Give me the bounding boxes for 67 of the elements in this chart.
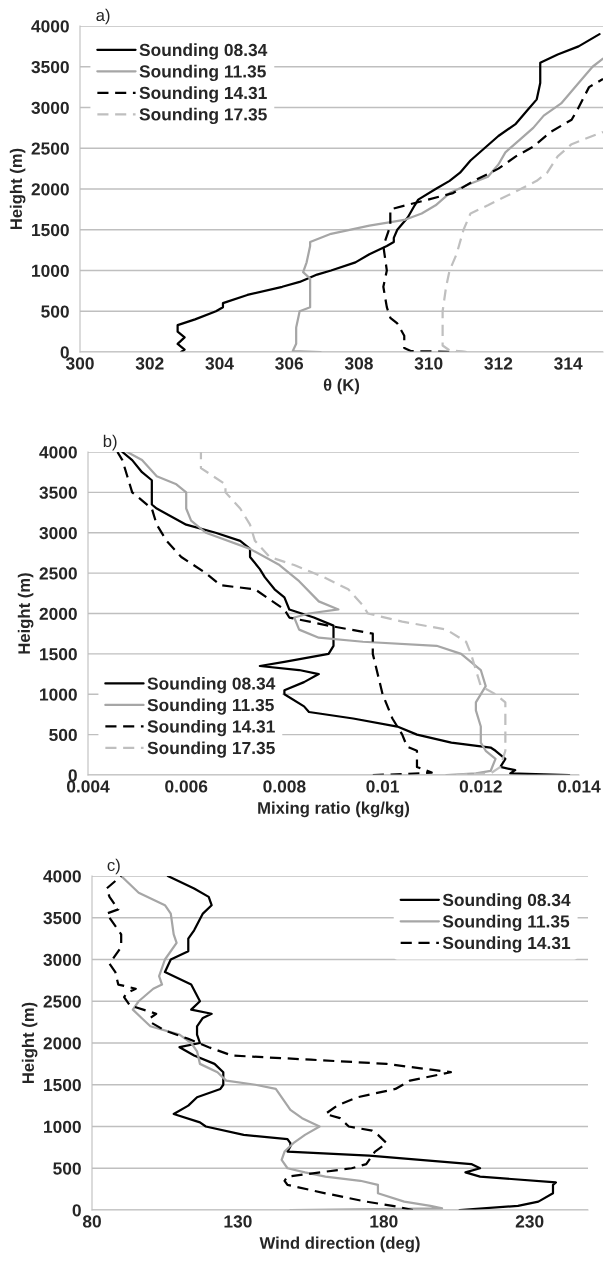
legend-label: Sounding 14.31 xyxy=(139,86,267,103)
y-tick-label: 1000 xyxy=(44,1120,81,1133)
legend-label: Sounding 17.35 xyxy=(139,107,267,125)
x-tick-label: 0.004 xyxy=(66,780,110,793)
y-tick-label: 2000 xyxy=(31,183,69,196)
x-tick-label: 80 xyxy=(82,1215,101,1228)
x-tick-label: 180 xyxy=(370,1215,398,1228)
x-tick-label: 308 xyxy=(344,357,373,370)
line-series xyxy=(291,57,603,352)
y-tick-label: 4000 xyxy=(43,870,81,883)
y-tick-label: 2000 xyxy=(43,1037,81,1050)
x-tick-label: 304 xyxy=(205,357,234,370)
legend-label: Sounding 11.35 xyxy=(442,914,570,932)
y-tick-label: 4000 xyxy=(39,446,77,459)
y-tick-label: 0 xyxy=(60,346,69,359)
x-tick-label: 312 xyxy=(484,357,513,370)
text: c) xyxy=(107,858,120,875)
y-axis-title: Height (m) xyxy=(9,148,26,230)
legend-label: Sounding 14.31 xyxy=(147,719,275,737)
x-tick-label: 0.012 xyxy=(459,780,502,793)
x-tick-label: 0.014 xyxy=(557,780,601,793)
y-tick-label: 3500 xyxy=(39,486,77,499)
y-tick-label: 3500 xyxy=(31,60,69,74)
y-tick-label: 2500 xyxy=(31,142,69,155)
legend-label: Sounding 08.34 xyxy=(147,676,276,694)
y-tick-label: 3000 xyxy=(31,101,69,114)
y-tick-label: 500 xyxy=(49,728,77,742)
y-tick-label: 500 xyxy=(53,1162,81,1175)
y-tick-label: 1000 xyxy=(32,264,69,277)
y-tick-label: 3000 xyxy=(43,953,81,966)
legend-label: Sounding 08.34 xyxy=(139,43,268,60)
x-tick-label: 300 xyxy=(65,357,94,370)
y-tick-label: 0 xyxy=(68,769,77,782)
legend-label: Sounding 17.35 xyxy=(147,741,275,758)
y-tick-label: 1500 xyxy=(32,223,69,237)
x-tick-label: 314 xyxy=(554,357,583,370)
x-tick-label: 0.006 xyxy=(165,780,208,793)
y-tick-label: 2500 xyxy=(39,567,77,580)
y-tick-label: 1500 xyxy=(40,648,77,661)
y-tick-label: 2500 xyxy=(43,995,81,1008)
x-tick-label: 0.008 xyxy=(263,780,306,793)
line-series xyxy=(126,452,497,775)
y-tick-label: 0 xyxy=(72,1204,81,1217)
x-axis-title: Wind direction (deg) xyxy=(259,1236,420,1253)
y-tick-label: 4000 xyxy=(31,20,69,33)
legend-label: Sounding 11.35 xyxy=(139,64,266,82)
y-tick-label: 500 xyxy=(41,305,69,318)
x-tick-label: 0.01 xyxy=(366,780,400,793)
x-axis-title: Mixing ratio (kg/kg) xyxy=(258,801,410,818)
y-tick-label: 1500 xyxy=(44,1078,81,1092)
x-tick-label: 310 xyxy=(414,357,443,370)
x-axis-title: θ (K) xyxy=(323,378,360,395)
text: a) xyxy=(96,8,110,25)
legend-label: Sounding 14.31 xyxy=(442,936,571,953)
x-tick-label: 306 xyxy=(275,357,304,370)
x-tick-label: 130 xyxy=(224,1215,252,1228)
y-tick-label: 3500 xyxy=(43,911,81,925)
legend-label: Sounding 08.34 xyxy=(442,893,571,910)
text: b) xyxy=(103,434,117,451)
y-tick-label: 2000 xyxy=(39,607,77,620)
y-axis-title: Height (m) xyxy=(17,573,34,654)
y-axis-title: Height (m) xyxy=(21,1002,38,1084)
y-tick-label: 3000 xyxy=(39,526,77,540)
y-tick-label: 1000 xyxy=(40,688,77,701)
x-tick-label: 302 xyxy=(135,357,164,370)
x-tick-label: 230 xyxy=(515,1215,544,1228)
legend-label: Sounding 11.35 xyxy=(147,698,274,715)
